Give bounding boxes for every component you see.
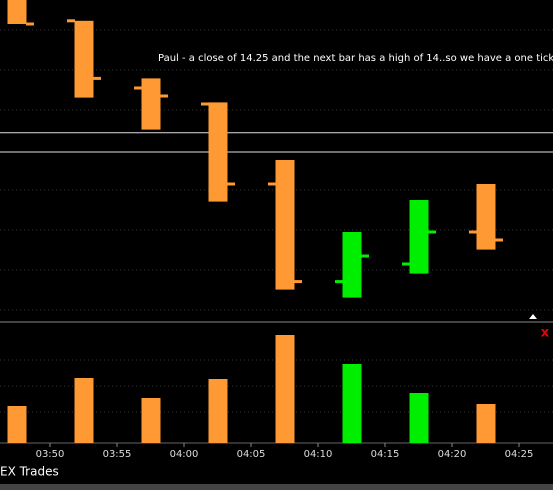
- volume-bar: [476, 404, 496, 443]
- volume-bar: [275, 335, 295, 443]
- close-tick: [294, 280, 302, 284]
- open-tick: [134, 86, 142, 90]
- x-tick-label: 04:20: [438, 449, 467, 460]
- close-tick: [495, 238, 503, 242]
- range-bar: [275, 160, 295, 290]
- open-tick: [402, 262, 410, 266]
- range-bar: [141, 78, 161, 130]
- annotation: Paul - a close of 14.25 and the next bar…: [158, 53, 553, 64]
- volume-bar: [208, 379, 228, 443]
- x-tick-label: 03:55: [103, 449, 132, 460]
- range-bar: [7, 0, 27, 25]
- volume-bar: [141, 398, 161, 443]
- open-tick: [67, 19, 75, 23]
- range-bar: [208, 102, 228, 202]
- range-bar: [74, 20, 94, 98]
- close-tick: [26, 22, 34, 26]
- close-tick: [160, 94, 168, 98]
- open-tick: [335, 280, 343, 284]
- close-tick: [227, 182, 235, 186]
- close-tick: [93, 76, 101, 80]
- volume-bar: [342, 364, 362, 443]
- range-bar: [409, 200, 429, 274]
- scroll-marker[interactable]: [529, 314, 537, 319]
- x-tick-label: 04:00: [170, 449, 199, 460]
- open-tick: [268, 182, 276, 186]
- status-bar: [0, 484, 553, 490]
- x-tick-label: 03:50: [36, 449, 65, 460]
- x-tick-label: 04:10: [304, 449, 333, 460]
- x-tick-label: 04:05: [237, 449, 266, 460]
- volume-bar: [7, 406, 27, 443]
- volume-bar: [409, 393, 429, 443]
- close-tick: [361, 254, 369, 258]
- open-tick: [201, 102, 209, 106]
- close-panel[interactable]: x: [541, 326, 550, 341]
- volume-bar: [74, 378, 94, 443]
- x-tick-label: 04:15: [371, 449, 400, 460]
- open-tick: [469, 230, 477, 234]
- range-bar: [476, 184, 496, 250]
- close-tick: [428, 230, 436, 234]
- range-bar: [342, 232, 362, 298]
- panel-label: EX Trades: [0, 465, 59, 479]
- x-tick-label: 04:25: [505, 449, 534, 460]
